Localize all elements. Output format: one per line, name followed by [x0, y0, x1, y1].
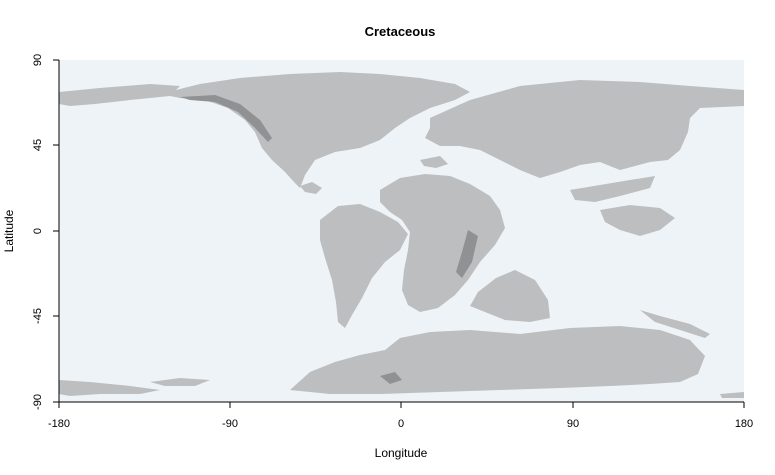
- x-tick-label: 90: [567, 418, 579, 430]
- landmass-south-america: [320, 204, 408, 328]
- y-tick-label: 45: [32, 139, 44, 151]
- landmass-east-edge: [720, 392, 744, 398]
- y-tick-label: -45: [32, 308, 44, 324]
- x-axis: -180 -90 0 90 180: [48, 401, 753, 430]
- landmass-east-islands: [640, 310, 710, 338]
- y-tick-label: 90: [32, 54, 44, 66]
- landmass-eurasia: [425, 80, 744, 178]
- landmass-north-america: [160, 72, 470, 188]
- y-tick-label: -90: [32, 394, 44, 410]
- landmass-east-asia-strip-1: [570, 176, 655, 202]
- x-tick-label: 180: [735, 418, 753, 430]
- landmass-central-america: [300, 182, 322, 194]
- x-tick-label: -180: [48, 418, 70, 430]
- landmass-africa: [380, 174, 505, 312]
- map-title: Cretaceous: [365, 24, 436, 39]
- y-tick-label: 0: [32, 228, 44, 234]
- landmass-rocky-belt: [180, 95, 272, 142]
- landmass-india: [470, 270, 550, 322]
- x-tick-label: -90: [222, 418, 238, 430]
- y-axis-title: Latitude: [2, 209, 16, 252]
- landmass-south-islands-west: [59, 380, 160, 396]
- landmass-antarctica-shadow: [380, 372, 402, 384]
- landmass-africa-rift: [456, 230, 478, 278]
- landmass-arctic-west: [59, 84, 180, 106]
- x-axis-title: Longitude: [375, 446, 428, 460]
- landmass-europe-islands: [420, 156, 448, 168]
- landmass-south-islands-mid: [150, 378, 210, 386]
- x-tick-label: 0: [398, 418, 404, 430]
- y-axis: 90 45 0 -45 -90: [32, 54, 60, 410]
- landmass-east-asia-strip-2: [600, 205, 675, 236]
- landmasses: [59, 72, 744, 398]
